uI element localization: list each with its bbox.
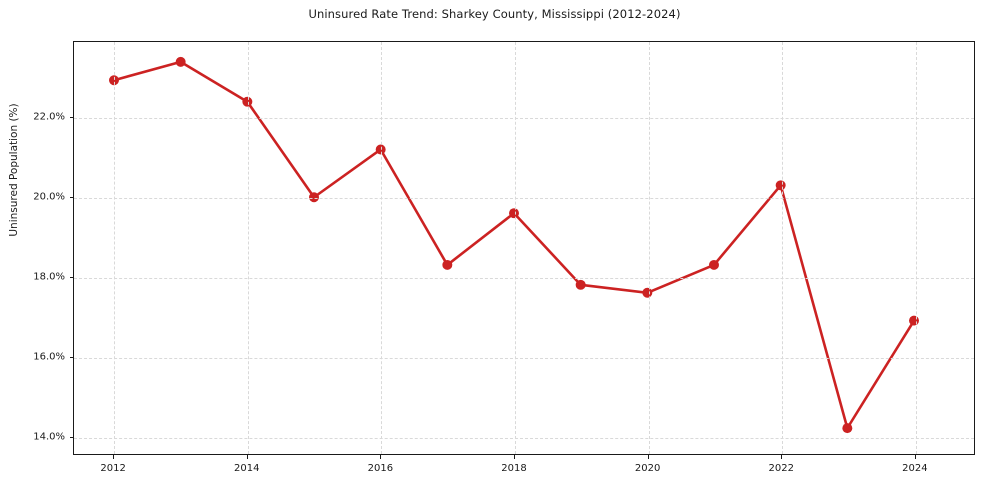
x-tick-label: 2014 [233, 463, 260, 474]
x-tick-mark [647, 455, 649, 459]
data-point-marker [309, 192, 319, 203]
y-tick-label: 20.0% [33, 191, 65, 203]
y-tick-label: 22.0% [33, 111, 65, 123]
x-gridline [247, 42, 249, 454]
x-tick-label: 2016 [367, 463, 394, 474]
data-point-marker [709, 259, 719, 270]
x-tick-mark [246, 455, 248, 459]
x-gridline [514, 42, 516, 454]
x-tick-mark [914, 455, 916, 459]
data-point-marker [442, 259, 453, 270]
x-axis: 2012 2014 2016 2018 2020 2022 2024 [73, 455, 975, 490]
x-tick-label: 2018 [501, 463, 527, 474]
y-tick-label: 18.0% [33, 271, 65, 283]
x-tick-mark [781, 455, 783, 459]
y-gridline [74, 118, 974, 119]
data-point-marker [775, 180, 786, 191]
y-axis: 14.0% 16.0% 18.0% 20.0% 22.0% [0, 41, 73, 455]
y-tick-mark [69, 117, 73, 118]
y-gridline [74, 358, 974, 359]
x-gridline [381, 42, 383, 454]
y-gridline [74, 438, 974, 439]
data-point-marker [109, 75, 119, 86]
data-point-marker [909, 315, 919, 326]
x-tick-label: 2020 [634, 463, 661, 474]
data-point-marker [242, 96, 253, 107]
x-gridline [114, 42, 116, 454]
x-tick-label: 2024 [902, 463, 928, 474]
y-gridline [74, 198, 974, 199]
x-tick-label: 2012 [100, 463, 126, 474]
y-gridline [74, 278, 974, 279]
x-gridline [782, 42, 784, 454]
y-tick-mark [69, 197, 73, 198]
y-tick-label: 14.0% [33, 431, 65, 443]
data-point-marker [642, 287, 653, 298]
data-point-marker [175, 56, 186, 67]
chart-title: Uninsured Rate Trend: Sharkey County, Mi… [308, 7, 681, 21]
x-tick-mark [113, 455, 115, 459]
y-tick-mark [69, 357, 73, 358]
plot-area [73, 41, 975, 455]
data-point-marker [375, 144, 386, 155]
x-tick-mark [513, 455, 515, 459]
x-gridline [915, 42, 917, 454]
data-point-marker [842, 423, 853, 434]
x-gridline [648, 42, 650, 454]
y-tick-mark [69, 437, 73, 438]
y-tick-label: 16.0% [33, 351, 65, 363]
x-tick-mark [380, 455, 382, 459]
y-tick-mark [69, 277, 73, 278]
data-point-marker [575, 279, 586, 290]
data-point-marker [509, 208, 519, 219]
series-layer [109, 56, 919, 434]
x-tick-label: 2022 [768, 463, 794, 474]
